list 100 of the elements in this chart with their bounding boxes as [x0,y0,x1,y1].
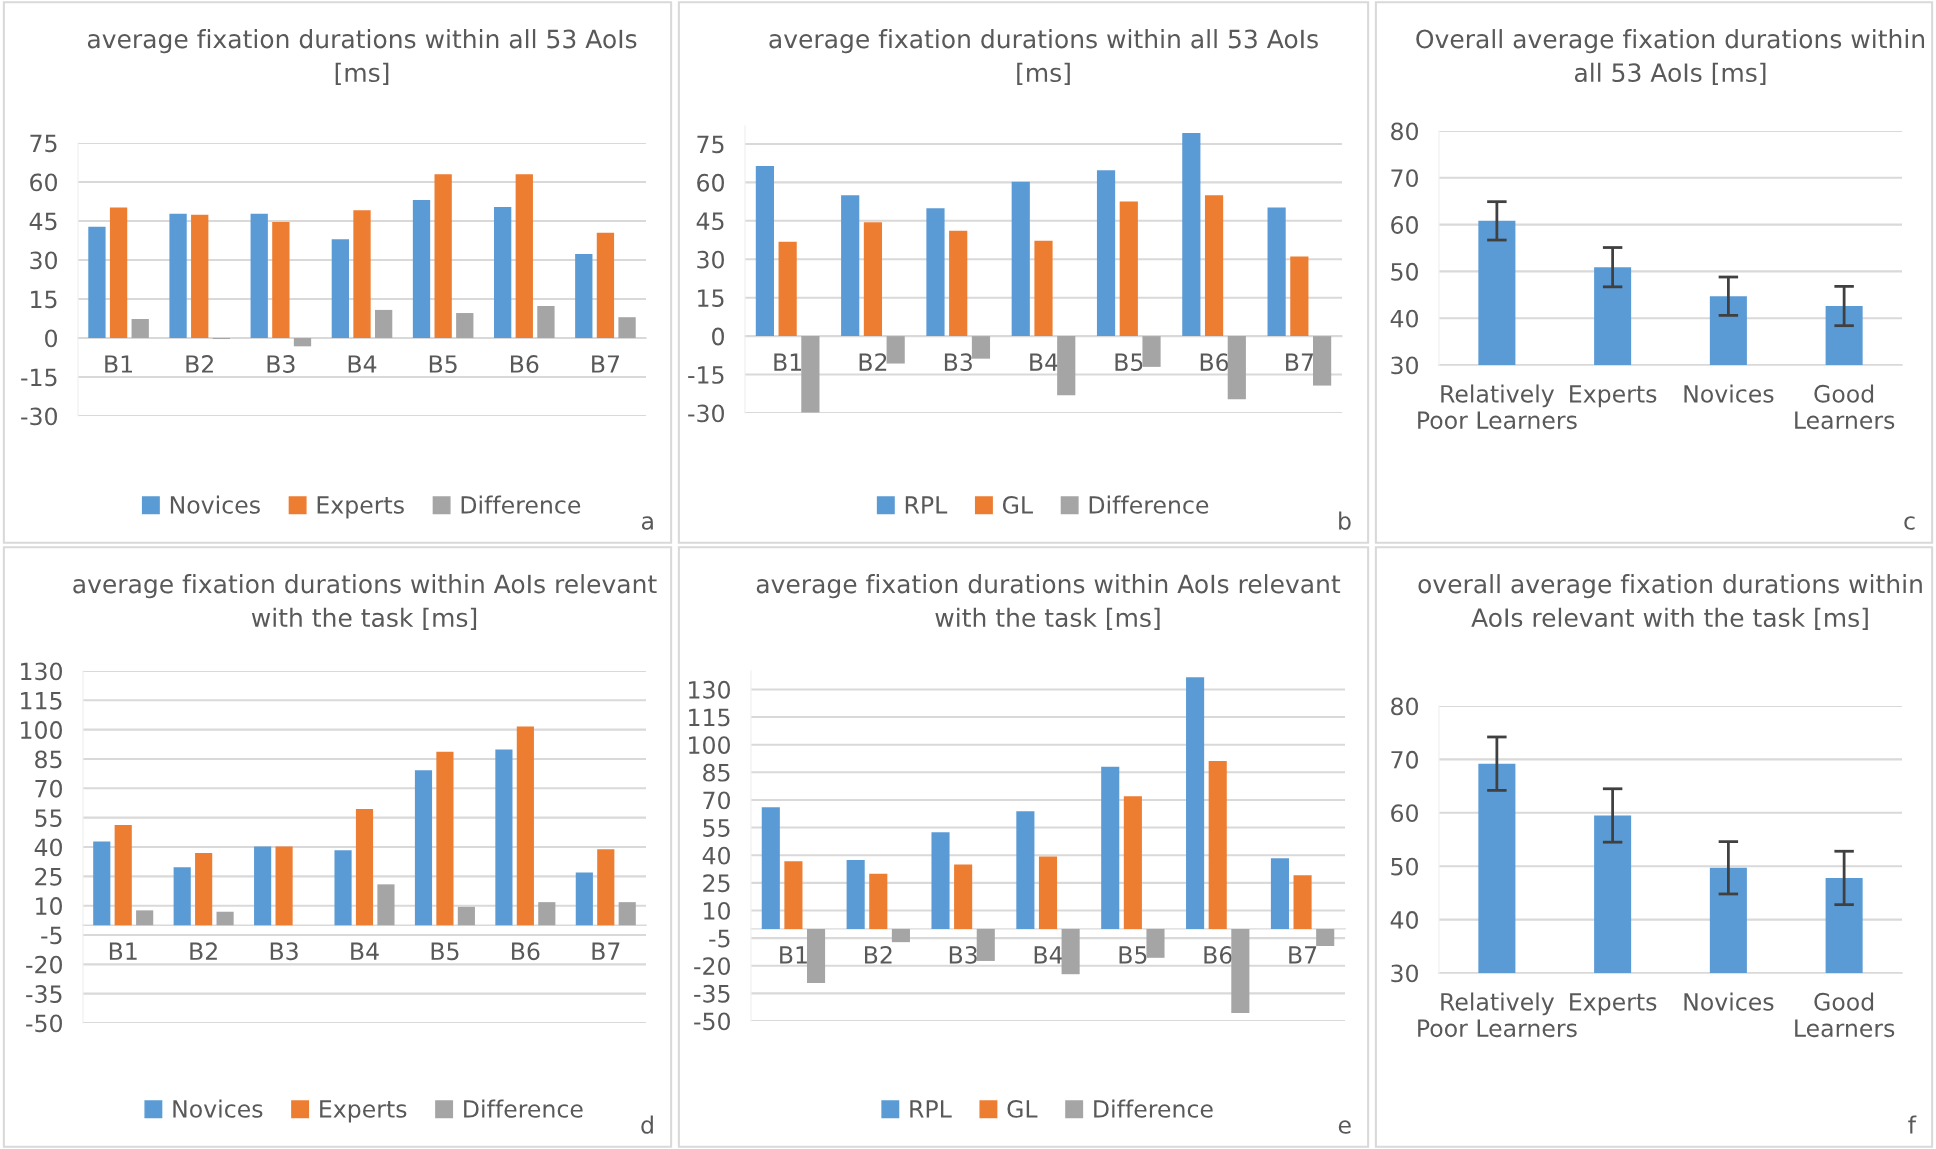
y-tick-label: 60 [1391,804,1418,823]
bar [1011,181,1030,337]
bar [1057,336,1076,396]
y-tick-label: 70 [703,791,730,810]
bar [926,208,945,337]
x-tick-label: Experts [1570,993,1657,1016]
bar [377,884,395,926]
bar [293,338,312,347]
y-tick-label: 30 [1391,356,1418,375]
text: a [641,516,653,530]
bar [538,902,556,926]
bar [275,846,293,926]
x-tick-label: B1 [105,355,132,373]
y-tick-label: -35 [694,984,730,1003]
bar [784,861,803,929]
bar [1142,336,1161,367]
x-tick-label: B1 [774,353,802,371]
y-tick-label: 115 [21,692,62,710]
bar [575,254,593,338]
bar [1123,796,1142,929]
bar [331,239,350,338]
bar [216,911,234,926]
x-tick-label: B7 [1289,946,1317,964]
y-tick-label: -5 [709,929,730,948]
y-tick-label: 10 [704,901,730,920]
x-tick-label: B7 [592,942,620,960]
y-tick-label: 25 [35,867,62,886]
bar [436,751,454,926]
x-tick-label: B7 [592,355,620,373]
legend-label: Difference [464,1099,583,1118]
bar [846,860,865,929]
bar [954,864,973,929]
bar [575,872,593,926]
bar [1146,928,1165,958]
legend-label: RPL [910,1100,952,1118]
x-tick-label: B6 [512,942,540,961]
legend-label: GL [1002,495,1033,514]
y-tick-label: 60 [1391,216,1418,234]
legend-label: RPL [905,496,948,514]
legend-label: Experts [320,1100,407,1123]
bar [1231,928,1250,1013]
bar [755,165,774,337]
x-tick-label: B3 [949,945,977,964]
x-tick-label: Good Learners [1795,992,1895,1038]
bar [971,336,991,359]
legend-label: Novices [170,495,260,514]
y-tick-label: 75 [697,135,724,154]
y-tick-label: 55 [35,809,62,827]
y-tick-label: 40 [1390,911,1418,929]
bar [618,317,636,338]
bar [173,867,191,926]
x-tick-label: B2 [190,942,217,960]
y-tick-label: 30 [1391,964,1418,983]
bar [1290,256,1309,337]
y-tick-label: 130 [689,680,730,699]
bar [254,846,272,926]
bar [1186,677,1205,929]
bar [493,206,512,338]
bar [109,207,128,338]
chart-title: average fixation durations within AoIs relevant with the task [ms] [756,574,1341,631]
bar [976,928,995,961]
legend-label: Novices [173,1099,263,1118]
bar [272,222,290,338]
bar [353,210,371,338]
x-tick-label: B6 [1200,353,1229,372]
bar [949,230,968,337]
y-tick-label: -30 [688,404,724,423]
y-tick-label: 0 [45,329,57,348]
x-tick-label: B5 [1115,353,1143,372]
y-tick-label: -50 [26,1014,62,1033]
bar [1204,195,1224,337]
x-tick-label: B7 [1286,353,1313,371]
y-tick-label: 30 [697,250,724,269]
x-tick-label: Experts [1570,385,1657,408]
bar [891,928,910,943]
x-tick-label: B4 [348,355,377,373]
y-tick-label: -35 [26,985,62,1003]
bar [931,832,950,929]
bar [1316,928,1335,947]
bar [807,928,826,984]
bar [131,319,149,338]
bar [412,199,431,338]
x-tick-label: B2 [864,945,892,964]
y-tick-label: 85 [35,750,62,769]
y-tick-label: -20 [694,957,730,976]
bar [515,174,533,338]
bar [114,824,132,926]
bar [516,726,534,926]
bar [869,873,888,929]
bar [374,309,393,338]
legend-label: Difference [1094,1099,1213,1118]
y-tick-label: 45 [696,212,724,231]
bar [456,313,474,338]
bar [1313,336,1332,386]
y-tick-label: -30 [21,407,57,426]
x-tick-label: B3 [944,353,972,372]
x-tick-label: B5 [429,355,457,373]
x-tick-label: B1 [109,942,137,960]
text: c [1904,516,1915,530]
bar [1101,766,1120,929]
